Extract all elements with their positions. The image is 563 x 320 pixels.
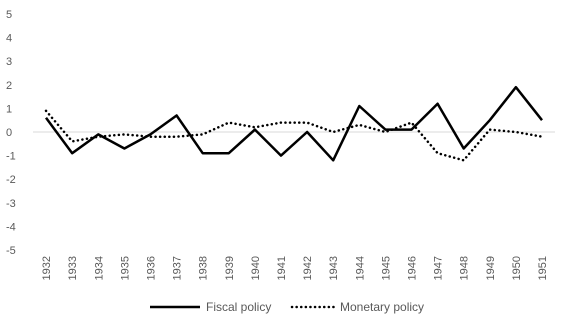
fiscal-policy-line bbox=[44, 85, 543, 162]
x-tick-label: 1935 bbox=[119, 256, 131, 280]
x-tick-label: 1949 bbox=[485, 256, 497, 280]
y-tick-label: -2 bbox=[6, 174, 16, 186]
x-tick-label: 1945 bbox=[380, 256, 392, 280]
x-tick-label: 1942 bbox=[302, 256, 314, 280]
legend-label-fiscal: Fiscal policy bbox=[206, 300, 271, 314]
y-tick-label: -1 bbox=[6, 151, 16, 163]
y-tick-label: 5 bbox=[6, 9, 12, 21]
x-tick-label: 1940 bbox=[250, 256, 262, 280]
x-tick-label: 1943 bbox=[328, 256, 340, 280]
y-tick-label: 1 bbox=[6, 103, 12, 115]
x-tick-label: 1932 bbox=[41, 256, 53, 280]
y-tick-label: -3 bbox=[6, 198, 16, 210]
monetary-policy-line bbox=[44, 109, 544, 162]
x-tick-label: 1946 bbox=[406, 256, 418, 280]
x-axis-tick-labels: 1932 1933 1934 1935 1936 1937 1938 1939 1940 1941… bbox=[41, 256, 549, 280]
y-tick-label: 4 bbox=[6, 33, 12, 45]
x-tick-label: 1944 bbox=[354, 256, 366, 280]
y-tick-label: 2 bbox=[6, 80, 12, 92]
x-tick-label: 1941 bbox=[276, 256, 288, 280]
x-tick-label: 1933 bbox=[67, 256, 79, 280]
series-lines bbox=[44, 85, 544, 162]
y-tick-label: 0 bbox=[6, 127, 12, 139]
x-tick-label: 1951 bbox=[537, 256, 549, 280]
x-tick-label: 1934 bbox=[93, 256, 105, 280]
legend: Fiscal policy Monetary policy bbox=[150, 300, 424, 314]
x-tick-label: 1950 bbox=[511, 256, 523, 280]
y-tick-label: -4 bbox=[6, 221, 16, 233]
y-axis-tick-labels: 5 4 3 2 1 0 -1 -2 -3 -4 -5 bbox=[6, 9, 16, 257]
y-tick-label: 3 bbox=[6, 56, 12, 68]
y-tick-label: -5 bbox=[6, 245, 16, 257]
x-tick-label: 1948 bbox=[459, 256, 471, 280]
x-tick-label: 1937 bbox=[172, 256, 184, 280]
x-tick-label: 1936 bbox=[145, 256, 157, 280]
legend-label-monetary: Monetary policy bbox=[340, 300, 424, 314]
x-tick-label: 1938 bbox=[198, 256, 210, 280]
x-tick-label: 1939 bbox=[224, 256, 236, 280]
x-tick-label: 1947 bbox=[433, 256, 445, 280]
